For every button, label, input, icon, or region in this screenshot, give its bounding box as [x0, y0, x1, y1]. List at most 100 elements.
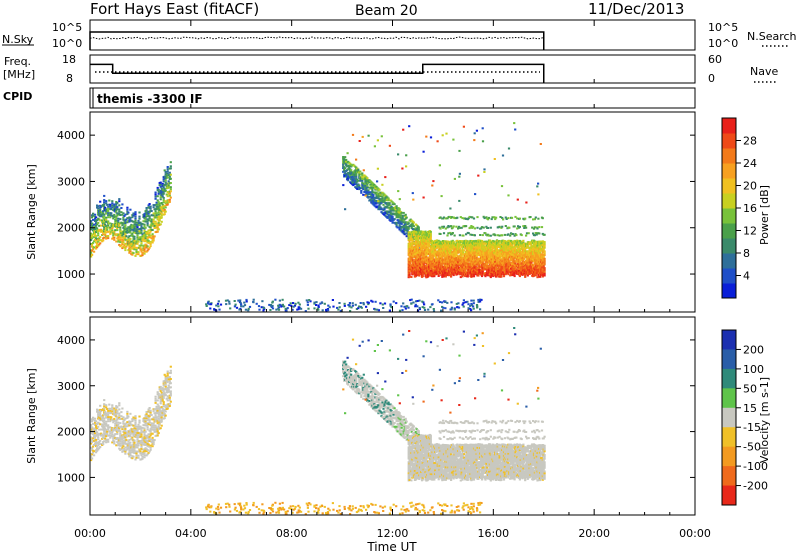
- power-cell: [525, 201, 528, 204]
- power-cell: [141, 254, 144, 257]
- power-cell: [157, 211, 160, 214]
- power-cell: [389, 304, 392, 307]
- power-cell: [118, 212, 121, 215]
- power-cell: [271, 307, 275, 310]
- power-cell: [500, 185, 504, 188]
- velocity-cell: [92, 422, 95, 425]
- power-cell: [493, 251, 496, 254]
- power-cell: [411, 192, 414, 195]
- power-cell: [425, 254, 428, 257]
- power-cell: [132, 252, 135, 255]
- velocity-cell: [128, 455, 131, 458]
- power-cell: [480, 298, 483, 301]
- velocity-cell: [98, 428, 101, 431]
- power-cell: [103, 213, 106, 216]
- power-cell: [479, 234, 482, 236]
- power-cell: [103, 215, 106, 218]
- power-heatmap: [90, 122, 546, 313]
- power-cell: [458, 234, 461, 237]
- power-cell: [133, 248, 136, 251]
- noise-tick-low-left: 10^0: [52, 37, 82, 50]
- power-cell: [348, 302, 351, 304]
- power-cell: [94, 228, 97, 231]
- power-cell: [111, 202, 114, 205]
- power-cell: [134, 215, 137, 218]
- power-cell: [147, 212, 150, 215]
- power-cell: [98, 243, 101, 246]
- power-cell: [162, 186, 165, 189]
- power-cell: [98, 239, 101, 242]
- power-cell: [107, 224, 110, 227]
- power-cell: [289, 302, 292, 305]
- power-cell: [464, 269, 467, 272]
- velocity-cell: [124, 417, 127, 420]
- power-cell: [530, 261, 533, 264]
- velocity-cell: [118, 404, 121, 407]
- power-cell: [94, 232, 97, 235]
- power-cell: [284, 307, 287, 310]
- power-cell: [465, 225, 468, 228]
- power-cell: [445, 132, 448, 135]
- power-cell: [543, 241, 546, 244]
- power-cell: [542, 265, 545, 267]
- power-cell: [503, 262, 506, 265]
- power-cell: [118, 225, 121, 228]
- power-cell: [412, 238, 415, 241]
- power-cell: [168, 194, 171, 197]
- power-cell: [471, 240, 474, 242]
- power-cell: [100, 239, 103, 242]
- power-cell: [507, 241, 510, 244]
- power-cell: [412, 221, 415, 224]
- power-cell: [464, 275, 467, 278]
- power-cell: [514, 215, 517, 218]
- power-cell: [213, 308, 216, 311]
- power-cell: [423, 306, 426, 309]
- power-cell: [163, 208, 166, 211]
- power-cell: [103, 222, 106, 224]
- power-cell: [421, 275, 424, 278]
- power-cell: [119, 232, 122, 235]
- power-cell: [502, 273, 506, 276]
- power-cell: [536, 248, 539, 251]
- power-cell: [458, 247, 461, 250]
- power-cell: [104, 206, 107, 209]
- power-cell: [103, 226, 106, 229]
- power-cell: [480, 239, 484, 242]
- power-cell: [368, 195, 371, 198]
- power-cell: [294, 302, 297, 305]
- power-cell: [119, 230, 122, 233]
- power-cell: [509, 274, 512, 277]
- velocity-cell: [116, 437, 119, 439]
- velocity-cell: [97, 436, 100, 439]
- power-cell: [543, 252, 546, 255]
- velocity-cell: [123, 419, 126, 421]
- power-cell: [297, 306, 300, 309]
- power-cell: [166, 172, 169, 175]
- power-cell: [281, 303, 284, 306]
- power-cell: [405, 154, 408, 157]
- velocity-cell: [126, 425, 129, 428]
- power-cell: [243, 304, 247, 307]
- power-cell: [493, 270, 496, 273]
- power-cell: [133, 235, 136, 238]
- power-cell: [162, 196, 165, 199]
- velocity-cell: [119, 448, 122, 451]
- power-cell: [543, 263, 546, 266]
- power-cell: [245, 298, 248, 301]
- power-cell: [133, 246, 136, 249]
- power-cell: [542, 248, 545, 251]
- power-cell: [543, 259, 546, 262]
- power-cell: [380, 135, 383, 138]
- power-cell: [457, 264, 460, 267]
- power-cell: [483, 217, 486, 220]
- velocity-cell: [103, 432, 106, 435]
- power-cell: [313, 302, 316, 305]
- power-cell: [154, 220, 157, 223]
- power-cell: [137, 253, 140, 256]
- power-cell: [493, 244, 496, 247]
- power-cell: [487, 234, 491, 237]
- power-cell: [416, 262, 419, 265]
- power-cell: [93, 236, 96, 239]
- velocity-cell: [126, 412, 129, 415]
- velocity-cell: [92, 451, 95, 454]
